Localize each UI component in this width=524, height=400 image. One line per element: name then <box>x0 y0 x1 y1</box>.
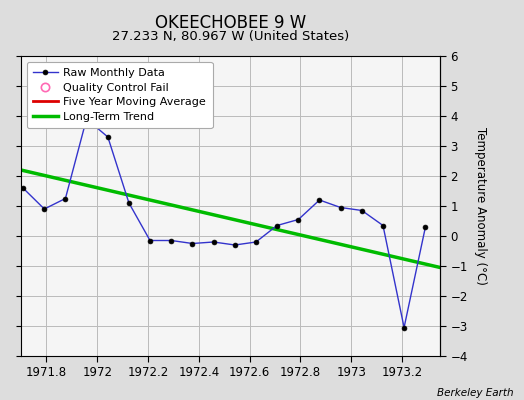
Raw Monthly Data <box>83 117 90 122</box>
Raw Monthly Data <box>337 205 344 210</box>
Text: 27.233 N, 80.967 W (United States): 27.233 N, 80.967 W (United States) <box>112 30 349 43</box>
Raw Monthly Data <box>147 238 153 243</box>
Raw Monthly Data <box>422 225 429 230</box>
Y-axis label: Temperature Anomaly (°C): Temperature Anomaly (°C) <box>474 127 487 285</box>
Raw Monthly Data <box>105 134 111 140</box>
Line: Raw Monthly Data: Raw Monthly Data <box>20 116 428 330</box>
Raw Monthly Data <box>62 196 69 201</box>
Raw Monthly Data <box>168 238 174 243</box>
Raw Monthly Data <box>316 198 323 202</box>
Text: OKEECHOBEE 9 W: OKEECHOBEE 9 W <box>155 14 306 32</box>
Raw Monthly Data <box>359 208 365 213</box>
Raw Monthly Data <box>232 242 238 247</box>
Raw Monthly Data <box>126 201 132 206</box>
Text: Berkeley Earth: Berkeley Earth <box>437 388 514 398</box>
Raw Monthly Data <box>380 223 386 228</box>
Raw Monthly Data <box>20 186 26 190</box>
Raw Monthly Data <box>41 206 48 211</box>
Raw Monthly Data <box>274 223 280 228</box>
Raw Monthly Data <box>401 325 407 330</box>
Raw Monthly Data <box>295 217 301 222</box>
Raw Monthly Data <box>189 241 195 246</box>
Raw Monthly Data <box>211 240 217 244</box>
Legend: Raw Monthly Data, Quality Control Fail, Five Year Moving Average, Long-Term Tren: Raw Monthly Data, Quality Control Fail, … <box>27 62 213 128</box>
Raw Monthly Data <box>253 240 259 244</box>
